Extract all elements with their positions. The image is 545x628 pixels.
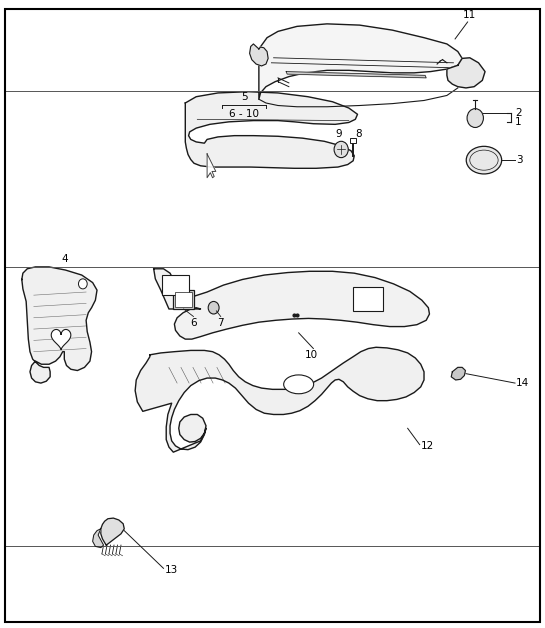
Polygon shape [135,347,424,452]
Ellipse shape [466,146,501,174]
Text: 6 - 10: 6 - 10 [229,109,259,119]
Bar [175,292,192,307]
Polygon shape [185,92,358,168]
Text: 4: 4 [61,254,68,264]
Polygon shape [101,518,124,545]
Polygon shape [51,330,71,350]
Text: 10: 10 [305,350,318,360]
Polygon shape [250,44,268,66]
Polygon shape [93,529,104,548]
Text: 12: 12 [421,441,434,451]
Bar [173,290,194,309]
Circle shape [334,141,348,158]
Text: 8: 8 [355,129,361,139]
Polygon shape [259,24,462,99]
Bar [162,275,189,295]
Polygon shape [207,154,216,178]
Text: 7: 7 [217,318,224,328]
Text: 14: 14 [516,378,529,388]
Text: 1: 1 [515,117,522,127]
Text: 9: 9 [336,129,342,139]
Bar [350,138,356,143]
Text: 13: 13 [165,565,178,575]
Circle shape [467,109,483,127]
Polygon shape [286,72,426,78]
Text: 5: 5 [241,92,247,102]
Circle shape [208,301,219,314]
Polygon shape [451,367,465,380]
Polygon shape [22,267,97,383]
Bar [270,158,313,165]
Text: 3: 3 [516,155,523,165]
Polygon shape [154,269,429,339]
Text: 2: 2 [515,108,522,118]
Text: 6: 6 [190,318,197,328]
Bar [353,287,383,311]
Circle shape [78,279,87,289]
Polygon shape [447,58,485,88]
Ellipse shape [284,375,314,394]
Text: 11: 11 [463,10,476,20]
